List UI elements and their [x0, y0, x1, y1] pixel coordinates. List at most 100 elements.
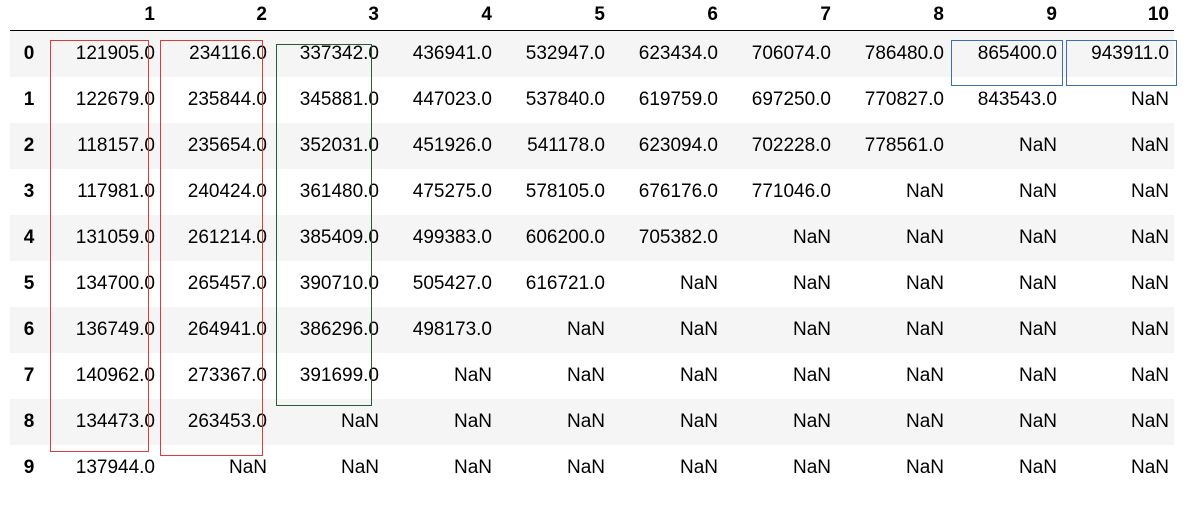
column-header: 2: [160, 0, 272, 31]
table-cell: NaN: [905, 365, 944, 386]
table-cell: 240424.0: [187, 181, 267, 202]
table-cell: 386296.0: [299, 319, 379, 340]
table-cell: 505427.0: [412, 273, 492, 294]
table-cell: 498173.0: [412, 319, 492, 340]
table-cell: 273367.0: [187, 365, 267, 386]
table-cell: NaN: [566, 319, 605, 340]
table-row: 8 134473.0 263453.0 NaN NaN NaN NaN NaN NaN NaN Na…: [10, 399, 1174, 445]
table-cell: 578105.0: [525, 181, 605, 202]
header-row: 1 2 3 4 5 6 7 8 9 10: [10, 0, 1174, 31]
table-cell: 264941.0: [187, 319, 267, 340]
table-cell: 702228.0: [751, 135, 831, 156]
table-cell: NaN: [1018, 273, 1057, 294]
table-cell: 697250.0: [751, 89, 831, 110]
table-cell: NaN: [1130, 227, 1169, 248]
table-cell: 447023.0: [412, 89, 492, 110]
table-cell: NaN: [1130, 365, 1169, 386]
table-cell: 786480.0: [864, 43, 944, 64]
table-cell: 451926.0: [412, 135, 492, 156]
column-header: 5: [497, 0, 610, 31]
table-cell: 337342.0: [299, 43, 379, 64]
table-cell: 134473.0: [75, 411, 155, 432]
table-cell: 619759.0: [638, 89, 718, 110]
table-cell: NaN: [566, 457, 605, 478]
table-cell: NaN: [679, 273, 718, 294]
table-cell: 137944.0: [75, 457, 155, 478]
table-cell: NaN: [1130, 135, 1169, 156]
table-cell: NaN: [905, 227, 944, 248]
table-cell: NaN: [566, 365, 605, 386]
table-cell: NaN: [792, 411, 831, 432]
table-cell: NaN: [1130, 411, 1169, 432]
table-cell: NaN: [905, 457, 944, 478]
row-index: 6: [23, 319, 35, 340]
table-cell: NaN: [340, 411, 379, 432]
table-cell: 475275.0: [412, 181, 492, 202]
table-cell: 121905.0: [75, 43, 155, 64]
table-row: 2 118157.0 235654.0 352031.0 451926.0 541178.…: [10, 123, 1174, 169]
table-cell: NaN: [1018, 319, 1057, 340]
table-cell: NaN: [679, 319, 718, 340]
table-cell: NaN: [1130, 273, 1169, 294]
table-cell: NaN: [679, 411, 718, 432]
table-cell: NaN: [792, 457, 831, 478]
row-index: 8: [23, 411, 35, 432]
table-cell: NaN: [905, 273, 944, 294]
table-cell: 117981.0: [77, 181, 155, 202]
table-row: 5 134700.0 265457.0 390710.0 505427.0 616721.…: [10, 261, 1174, 307]
row-index: 7: [23, 365, 35, 386]
column-header: 4: [384, 0, 497, 31]
row-index: 9: [23, 457, 35, 478]
table-cell: 532947.0: [525, 43, 605, 64]
column-header: 3: [272, 0, 384, 31]
table-cell: 361480.0: [299, 181, 379, 202]
table-cell: 537840.0: [525, 89, 605, 110]
column-header: 7: [723, 0, 836, 31]
index-header-cell: [10, 0, 48, 31]
column-header: 8: [836, 0, 949, 31]
table-row: 3 117981.0 240424.0 361480.0 475275.0 578105.…: [10, 169, 1174, 215]
table-cell: 390710.0: [299, 273, 379, 294]
table-cell: 778561.0: [864, 135, 944, 156]
table-cell: 606200.0: [525, 227, 605, 248]
table-header: 1 2 3 4 5 6 7 8 9 10: [10, 0, 1174, 31]
row-index: 3: [23, 181, 35, 202]
table-cell: NaN: [679, 457, 718, 478]
table-cell: 623094.0: [638, 135, 718, 156]
table-cell: NaN: [1018, 411, 1057, 432]
table-cell: 676176.0: [638, 181, 718, 202]
table-cell: NaN: [453, 365, 492, 386]
table-cell: 134700.0: [75, 273, 155, 294]
table-cell: 771046.0: [751, 181, 831, 202]
table-cell: NaN: [792, 365, 831, 386]
table-cell: 136749.0: [75, 319, 155, 340]
row-index: 1: [23, 89, 35, 110]
table-row: 0 121905.0 234116.0 337342.0 436941.0 532947.…: [10, 30, 1174, 77]
table-cell: 352031.0: [299, 135, 379, 156]
table-cell: 499383.0: [412, 227, 492, 248]
table-row: 6 136749.0 264941.0 386296.0 498173.0 NaN NaN N…: [10, 307, 1174, 353]
row-index: 2: [23, 135, 35, 156]
table-cell: 235844.0: [187, 89, 267, 110]
table-row: 7 140962.0 273367.0 391699.0 NaN NaN NaN NaN NaN…: [10, 353, 1174, 399]
column-header: 10: [1062, 0, 1174, 31]
table-cell: 118157.0: [77, 135, 155, 156]
table-cell: NaN: [792, 227, 831, 248]
table-cell: 770827.0: [864, 89, 944, 110]
table-cell: 616721.0: [525, 273, 605, 294]
table-row: 4 131059.0 261214.0 385409.0 499383.0 606200.…: [10, 215, 1174, 261]
table-row: 1 122679.0 235844.0 345881.0 447023.0 537840.…: [10, 77, 1174, 123]
table-cell: NaN: [1130, 457, 1169, 478]
table-cell: 705382.0: [638, 227, 718, 248]
table-cell: NaN: [1018, 135, 1057, 156]
table-cell: 122679.0: [75, 89, 155, 110]
table-cell: NaN: [1018, 181, 1057, 202]
table-cell: NaN: [566, 411, 605, 432]
data-table: 1 2 3 4 5 6 7 8 9 10 0 121905.0 234116.0 337342.0 436…: [10, 0, 1174, 491]
table-body: 0 121905.0 234116.0 337342.0 436941.0 532947.…: [10, 30, 1174, 491]
table-cell: 265457.0: [187, 273, 267, 294]
table-cell: 263453.0: [187, 411, 267, 432]
table-cell: NaN: [1130, 181, 1169, 202]
row-index: 5: [23, 273, 35, 294]
